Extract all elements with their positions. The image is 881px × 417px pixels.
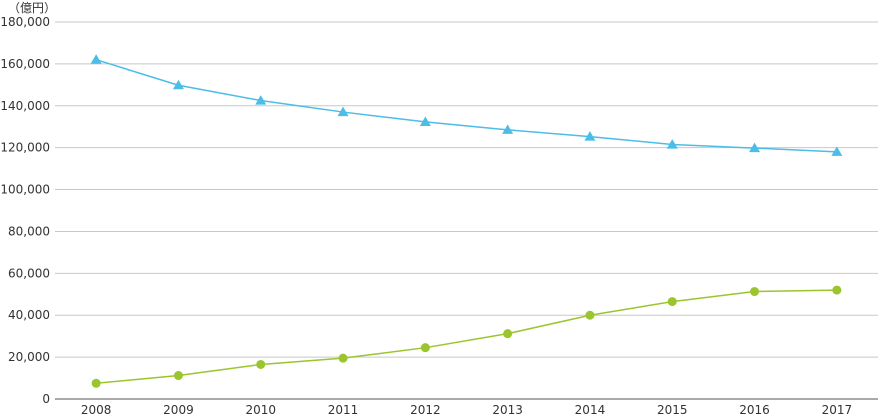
y-axis-unit-label: （億円） — [8, 1, 56, 15]
x-tick-label: 2012 — [410, 403, 441, 417]
data-point-triangle — [172, 79, 184, 90]
data-point-triangle — [337, 106, 349, 117]
y-tick-label: 40,000 — [8, 308, 50, 322]
x-tick-label: 2013 — [492, 403, 523, 417]
y-axis-ticks: 0 20,000 40,000 60,000 80,000 100,000 120,000 1… — [0, 15, 50, 406]
y-tick-label: 140,000 — [0, 99, 50, 113]
data-point-circle — [338, 353, 348, 363]
gridlines — [55, 21, 878, 358]
data-point-triangle — [419, 116, 431, 126]
data-point-circle — [256, 359, 266, 369]
x-tick-label: 2015 — [657, 403, 688, 417]
x-tick-label: 2010 — [245, 403, 276, 417]
y-tick-label: 180,000 — [0, 15, 50, 29]
x-tick-label: 2014 — [575, 403, 606, 417]
data-point-circle — [585, 310, 595, 320]
y-tick-label: 0 — [42, 392, 50, 406]
data-point-circle — [503, 329, 513, 339]
data-point-circle — [832, 285, 842, 295]
series-line — [96, 289, 837, 385]
y-tick-label: 120,000 — [0, 141, 50, 155]
series-1 — [90, 54, 843, 156]
data-point-circle — [91, 378, 101, 388]
data-point-triangle — [90, 54, 102, 64]
y-tick-label: 20,000 — [8, 350, 50, 364]
data-point-triangle — [502, 124, 514, 134]
data-point-triangle — [255, 95, 267, 105]
y-tick-label: 60,000 — [8, 266, 50, 280]
series-layer — [90, 54, 843, 388]
data-point-triangle — [584, 131, 596, 141]
data-point-triangle — [749, 142, 761, 153]
y-tick-label: 80,000 — [8, 224, 50, 238]
series-line — [95, 58, 837, 153]
x-tick-label: 2009 — [163, 403, 194, 417]
y-tick-label: 100,000 — [0, 183, 50, 197]
x-tick-label: 2016 — [739, 403, 770, 417]
data-point-circle — [420, 343, 430, 353]
data-point-circle — [173, 371, 183, 381]
data-point-triangle — [831, 146, 843, 156]
data-point-circle — [667, 297, 677, 307]
x-tick-label: 2017 — [822, 403, 853, 417]
x-axis-ticks: 2008 2009 2010 2011 2012 2013 2014 2015 2016 2017 — [81, 403, 852, 417]
series-2 — [91, 285, 842, 388]
data-point-triangle — [666, 139, 678, 149]
x-tick-label: 2011 — [328, 403, 359, 417]
data-point-circle — [750, 287, 760, 297]
y-tick-label: 160,000 — [0, 57, 50, 71]
x-tick-label: 2008 — [81, 403, 112, 417]
